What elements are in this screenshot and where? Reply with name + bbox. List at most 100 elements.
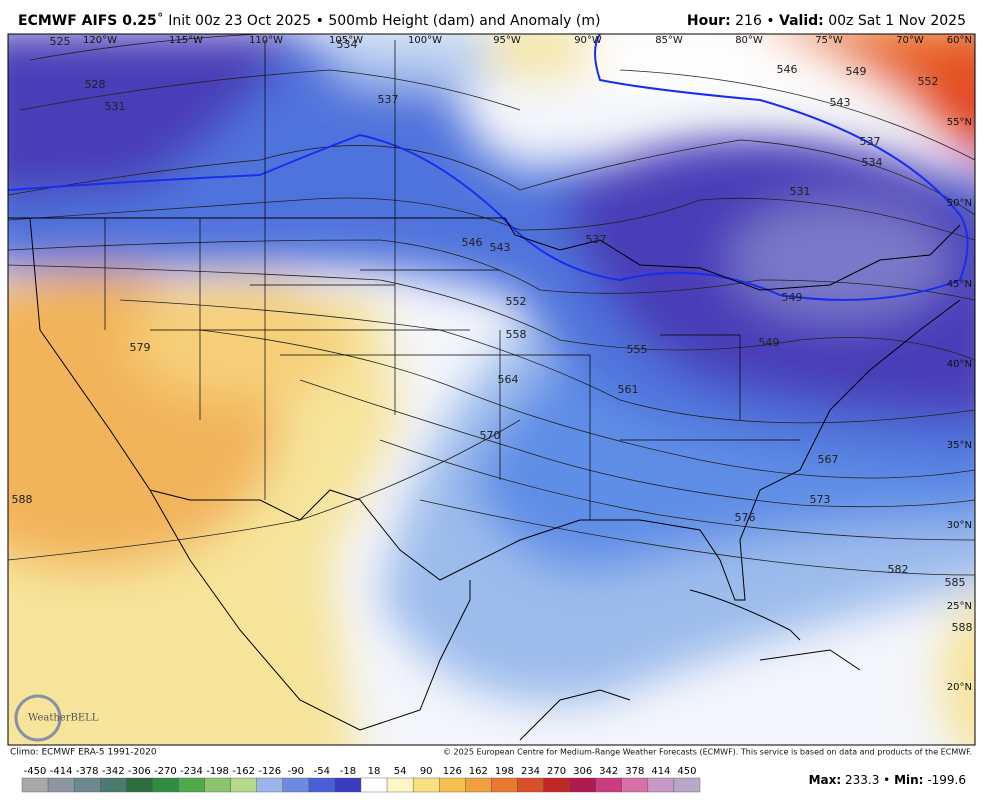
colorbar-swatch [152, 777, 179, 793]
title-rest: ˚ Init 00z 23 Oct 2025 • 500mb Height (d… [157, 12, 601, 29]
latitude-label: 60°N [947, 35, 972, 46]
colorbar-label: -306 [128, 766, 151, 777]
colorbar-label: -234 [180, 766, 203, 777]
colorbar-label: 18 [368, 766, 381, 777]
colorbar-swatch [47, 777, 75, 793]
colorbar-swatch [543, 777, 570, 793]
min-label: Min: [894, 773, 923, 787]
colorbar-swatch [308, 777, 336, 793]
latitude-label: 35°N [947, 440, 972, 451]
colorbar-label: 378 [625, 766, 644, 777]
contour-label: 543 [490, 241, 511, 254]
longitude-label: 75°W [815, 35, 843, 46]
colorbar-swatch [282, 777, 310, 793]
contour-label: 588 [952, 621, 973, 634]
colorbar-swatch [21, 777, 49, 793]
colorbar-swatch [360, 777, 388, 793]
contour-label: 546 [462, 236, 483, 249]
copyright: © 2025 European Centre for Medium-Range … [443, 748, 972, 757]
colorbar-swatch [100, 777, 127, 793]
colorbar-label: 162 [469, 766, 488, 777]
contour-label: 582 [888, 563, 909, 576]
colorbar-swatch [412, 777, 440, 793]
colorbar-swatch [386, 777, 414, 793]
valid-label: Valid: [779, 13, 824, 29]
contour-label: 537 [860, 135, 881, 148]
max-min: Max: 233.3 • Min: -199.6 [809, 773, 966, 787]
longitude-label: 115°W [169, 35, 203, 46]
colorbar-label: 450 [677, 766, 696, 777]
contour-label: 534 [862, 156, 883, 169]
colorbar-swatch [673, 777, 701, 793]
contour-label: 588 [12, 493, 33, 506]
contour-label: 576 [735, 511, 756, 524]
contour-label: 528 [85, 78, 106, 91]
logo: WeatherBELL [14, 694, 99, 742]
map-frame [7, 33, 976, 746]
colorbar-swatch [178, 777, 205, 793]
contour-label: 543 [830, 96, 851, 109]
colorbar-swatch [595, 777, 622, 793]
longitude-label: 85°W [655, 35, 683, 46]
colorbar-label: -378 [76, 766, 99, 777]
contour-label: 537 [586, 233, 607, 246]
colorbar-label: 306 [573, 766, 592, 777]
title-bold: ECMWF AIFS 0.25 [18, 13, 157, 29]
contour-label: 549 [759, 336, 780, 349]
colorbar-swatch [647, 777, 675, 793]
latitude-label: 40°N [947, 359, 972, 370]
longitude-label: 105°W [329, 35, 363, 46]
contour-label: 564 [498, 373, 519, 386]
contour-label: 567 [818, 453, 839, 466]
colorbar-swatch [73, 777, 101, 793]
colorbar-label: -198 [206, 766, 229, 777]
contour-label: 549 [846, 65, 867, 78]
colorbar-swatch [126, 777, 153, 793]
hour: 216 • [735, 13, 774, 29]
colorbar-label: 90 [420, 766, 433, 777]
colorbar-label: -54 [314, 766, 330, 777]
longitude-label: 100°W [408, 35, 442, 46]
latitude-label: 20°N [947, 682, 972, 693]
longitude-label: 70°W [896, 35, 924, 46]
longitude-label: 90°W [574, 35, 602, 46]
contour-label: 555 [627, 343, 648, 356]
colorbar-swatch [230, 777, 257, 793]
colorbar-label: 414 [651, 766, 670, 777]
colorbar-swatch [491, 777, 518, 793]
longitude-label: 110°W [249, 35, 283, 46]
colorbar-label: 126 [443, 766, 462, 777]
latitude-label: 50°N [947, 198, 972, 209]
contour-label: 579 [130, 341, 151, 354]
contour-label: 558 [506, 328, 527, 341]
contour-label: 549 [782, 291, 803, 304]
contour-label: 534 [337, 38, 358, 51]
colorbar-label: -270 [154, 766, 177, 777]
latitude-label: 30°N [947, 520, 972, 531]
colorbar-label: 54 [394, 766, 407, 777]
title: ECMWF AIFS 0.25˚ Init 00z 23 Oct 2025 • … [18, 12, 600, 29]
contour-label: 552 [918, 75, 939, 88]
colorbar-label: 234 [521, 766, 540, 777]
min: -199.6 [927, 773, 966, 787]
valid-info: Hour: 216 • Valid: 00z Sat 1 Nov 2025 [687, 13, 966, 29]
longitude-label: 80°W [735, 35, 763, 46]
contour-label: 573 [810, 493, 831, 506]
colorbar-swatch [256, 777, 283, 793]
contour-label: 531 [790, 185, 811, 198]
colorbar-swatch [465, 777, 492, 793]
colorbar-label: -18 [340, 766, 356, 777]
longitude-label: 95°W [493, 35, 521, 46]
colorbar-label: -414 [50, 766, 73, 777]
latitude-label: 45°N [947, 279, 972, 290]
latitude-label: 25°N [947, 601, 972, 612]
contour-label: 525 [50, 35, 71, 48]
colorbar-label: -126 [258, 766, 281, 777]
logo-text: WeatherBELL [28, 713, 99, 724]
colorbar-label: -162 [232, 766, 255, 777]
colorbar-swatch [569, 777, 596, 793]
max-label: Max: [809, 773, 842, 787]
colorbar-swatch [204, 777, 231, 793]
colorbar-swatch [334, 777, 362, 793]
